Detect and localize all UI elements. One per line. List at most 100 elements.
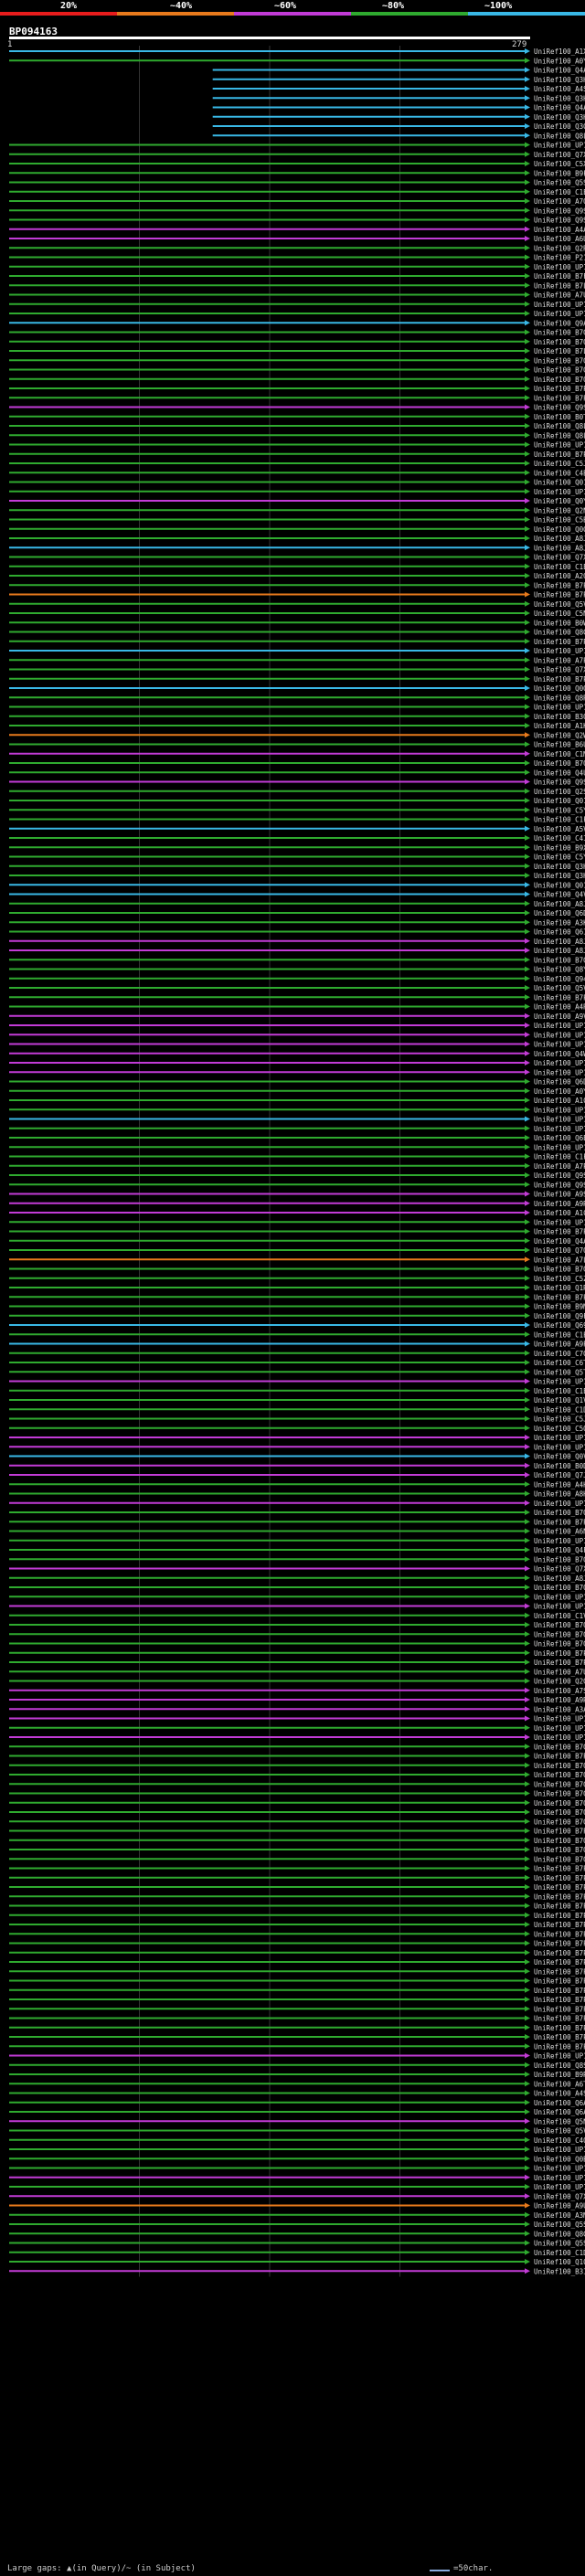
hit-label: UniRef100_C1E3W3 [534,1330,585,1339]
hit-row: UniRef100_A9RVJ5 [9,1200,585,1208]
hit-arrow [525,1107,530,1113]
hit-label: UniRef100_A3KBM5 [534,918,585,927]
hit-row: UniRef100_Q8L3T7 [9,422,585,430]
hit-label: UniRef100_Q3HTK5 [534,76,585,84]
hit-label: UniRef100_B7LX53 [534,281,585,290]
hit-row: UniRef100_C1E3W3 [9,1330,585,1339]
hit-label: UniRef100_A4H3P3 [534,1480,585,1489]
hit-row: UniRef100_B9FF82 [9,169,585,177]
hit-row: UniRef100_UP1000... [9,1125,585,1133]
hit-label: UniRef100_Q4WCY2 [534,1050,585,1058]
hit-row: UniRef100_C1VSZ5 [9,1612,585,1620]
hit-label: UniRef100_UP1000... [534,2174,585,2182]
hit-label: UniRef100_B7PV89 [534,1753,585,1761]
hit-label: UniRef100_Q5NVB7 [534,2117,585,2125]
hit-row: UniRef100_B7P4W1 [9,2033,585,2041]
legend-label-20: 20% [60,1,78,11]
hit-label: UniRef100_Q7QMC9 [534,1246,585,1255]
hit-row: UniRef100_Q8L3T8 [9,431,585,440]
hit-row: UniRef100_Q7XHB6 [9,666,585,674]
hit-row: UniRef100_B7QHD0 [9,956,585,964]
hit-row: UniRef100_A4RBZ7 [9,1003,585,1012]
hit-row: UniRef100_B7PC66 [9,451,585,459]
hit-row: UniRef100_B0TGJ1 [9,413,585,421]
hit-arrow [525,2165,530,2171]
hit-row: UniRef100_A8JJE0 [9,938,585,946]
hit-label: UniRef100_Q1V803 [534,1396,585,1405]
hit-arrow [525,2090,530,2096]
hit-label: UniRef100_A9RLT5 [534,1696,585,1704]
hit-arrow [525,900,530,906]
hit-arrow [525,798,530,803]
hit-arrow [525,1078,530,1085]
hit-arrow [525,1528,530,1534]
hit-row: UniRef100_A6TJD7 [9,2080,585,2088]
hit-arrow [525,1012,530,1019]
hit-label: UniRef100_UP1000... [534,1378,585,1386]
hit-row: UniRef100_Q6A4M0 [9,2108,585,2116]
hit-label: UniRef100_B7P0Z5 [534,1659,585,1667]
hit-row: UniRef100_Q9S8M0 [9,404,585,412]
hit-label: UniRef100_Q8RPI0 [534,694,585,702]
legend-segment-orange [117,12,234,16]
hit-label: UniRef100_UP1000... [534,1715,585,1723]
hit-row: UniRef100_A7LI90 [9,1256,585,1264]
hit-arrow [525,188,530,195]
hit-row: UniRef100_C5JYR8 [9,1415,585,1424]
hit-row: UniRef100_Q6DVW0 [9,909,585,917]
hit-label: UniRef100_Q8GUP3 [534,2230,585,2238]
hit-arrow [525,1547,530,1553]
hit-row: UniRef100_B7Q0P2 [9,376,585,384]
hit-row: UniRef100_Q5SJC9 [9,2240,585,2248]
hit-arrow [525,1228,530,1235]
hit-arrow [525,2118,530,2125]
hit-label: UniRef100_UP1000... [534,1434,585,1442]
hit-label: UniRef100_B7QC44 [534,338,585,346]
hit-label: UniRef100_Q4A2U1 [534,104,585,112]
hit-label: UniRef100_B7PQ78 [534,1912,585,1920]
hit-arrow [525,1341,530,1347]
hit-arrow [525,311,530,316]
hit-row: UniRef100_A3M5L2 [9,2211,585,2220]
hit-label: UniRef100_Q1RS25 [534,1284,585,1292]
hit-row: UniRef100_A7PE56 [9,1162,585,1171]
hit-row: UniRef100_UP1000... [9,1537,585,1545]
hit-row: UniRef100_Q1RS25 [9,1284,585,1292]
hit-row: UniRef100_Q7XE35 [9,554,585,562]
hit-arrow [525,816,530,822]
hit-arrow [525,1659,530,1665]
hit-arrow [525,675,530,682]
hit-row: UniRef100_Q0VYH8 [9,1453,585,1461]
hit-label: UniRef100_A0YWT9 [534,1087,585,1096]
hit-arrow [525,807,530,813]
hit-label: UniRef100_Q10T24 [534,2258,585,2266]
hit-row: UniRef100_C5NTX4 [9,610,585,618]
hit-row: UniRef100_Q10T24 [9,2258,585,2266]
hit-row: UniRef100_C1E1U7 [9,563,585,571]
hit-arrow [525,638,530,644]
hit-arrow [525,750,530,757]
hit-row: UniRef100_B7PEV4 [9,993,585,1002]
hit-label: UniRef100_B7Q6P6 [534,356,585,365]
hit-arrow [525,2231,530,2237]
hit-label: UniRef100_C5QLJ8 [534,1425,585,1433]
hit-label: UniRef100_Q9S8K2 [534,779,585,787]
hit-row: UniRef100_Q9SJC9-2 [9,1171,585,1180]
hit-row: UniRef100_B7PDN3 [9,1987,585,1995]
hit-row: UniRef100_C5B4P6 [9,516,585,525]
hit-arrow [525,600,530,607]
hit-label: UniRef100_A7SSL4 [534,1687,585,1695]
hit-row: UniRef100_UP1000... [9,1593,585,1601]
hit-arrow [525,1574,530,1581]
hit-label: UniRef100_A8HQ46 [534,1490,585,1499]
hit-arrow [525,694,530,701]
hit-row: UniRef100_Q3HGZ1 [9,872,585,880]
hit-row: UniRef100_B7P8W9 [9,1828,585,1836]
hit-label: UniRef100_B9FF82 [534,169,585,177]
hit-label: UniRef100_UP1000... [534,2052,585,2061]
hit-arrow [525,142,530,148]
hit-label: UniRef100_A1CMA0 [534,1097,585,1105]
hit-arrow [525,161,530,166]
hit-label: UniRef100_C5YTP4 [534,806,585,814]
hit-label: UniRef100_UP1000... [534,488,585,496]
